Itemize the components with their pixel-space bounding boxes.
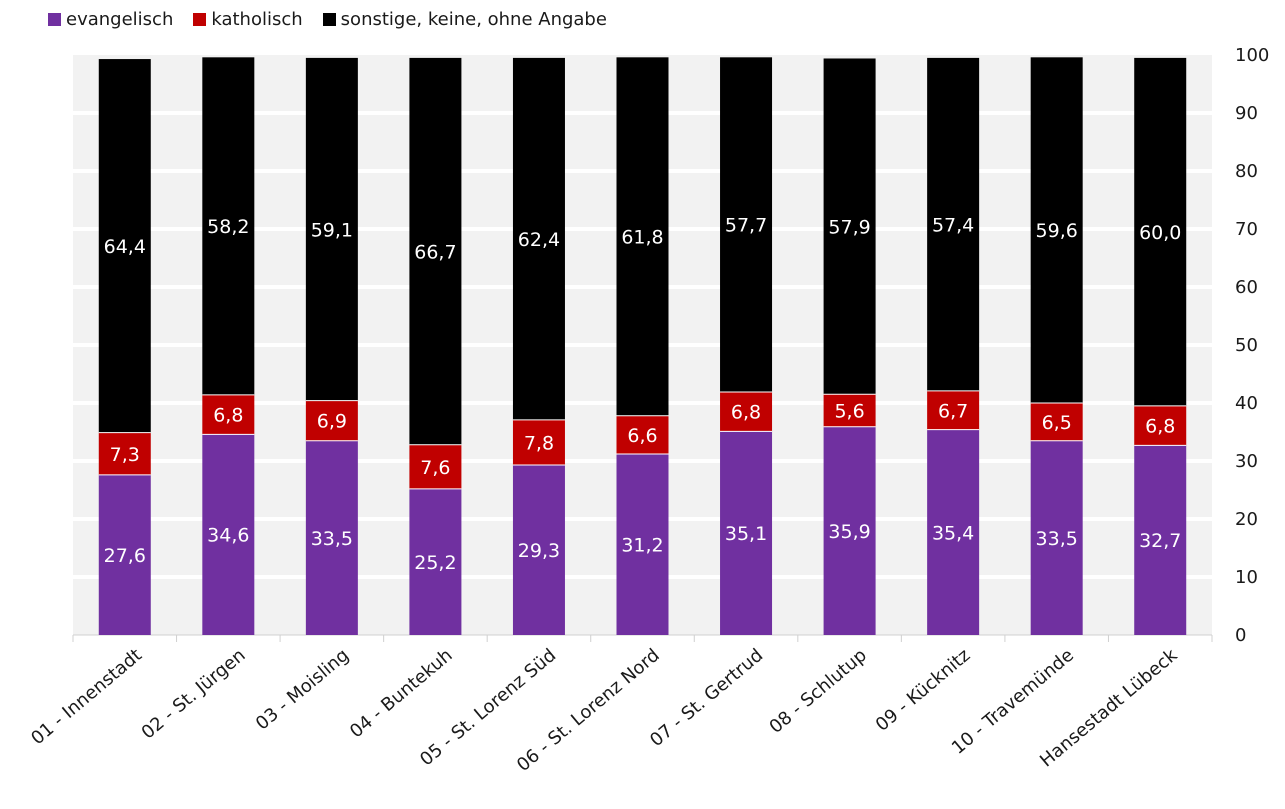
bar-segment-sonstige (98, 59, 151, 433)
bar-segment-evangelisch (720, 431, 773, 635)
x-category-label: 04 - Buntekuh (346, 645, 457, 743)
data-label: 62,4 (518, 229, 560, 251)
bar-segment-katholisch (305, 400, 358, 441)
chart-legend: evangelisch katholisch sonstige, keine, … (48, 9, 627, 30)
data-label: 35,9 (828, 521, 870, 543)
data-label: 61,8 (621, 227, 663, 249)
data-label: 31,2 (621, 535, 663, 557)
y-tick-label: 0 (1235, 625, 1246, 646)
bar-segment-katholisch (823, 394, 876, 427)
bar-segment-evangelisch (512, 465, 565, 635)
data-label: 33,5 (1036, 528, 1078, 550)
legend-label-katholisch: katholisch (211, 9, 303, 30)
y-tick-label: 50 (1235, 335, 1258, 356)
data-label: 60,0 (1139, 222, 1181, 244)
bar-segment-sonstige (512, 57, 565, 420)
y-tick-label: 30 (1235, 451, 1258, 472)
data-label: 29,3 (518, 540, 560, 562)
bar-segment-evangelisch (1134, 445, 1187, 635)
y-tick-label: 60 (1235, 277, 1258, 298)
bar-segment-evangelisch (927, 429, 980, 635)
bar-segment-katholisch (927, 390, 980, 430)
bar-segment-sonstige (409, 57, 462, 445)
data-label: 32,7 (1139, 530, 1181, 552)
data-label: 7,8 (524, 432, 554, 454)
data-label: 6,9 (317, 411, 347, 433)
data-label: 6,8 (731, 402, 761, 424)
legend-item-sonstige: sonstige, keine, ohne Angabe (322, 9, 607, 30)
data-label: 6,7 (938, 400, 968, 422)
data-label: 35,1 (725, 523, 767, 545)
bar-segment-katholisch (98, 432, 151, 475)
bar-segment-sonstige (720, 57, 773, 392)
bar-segment-evangelisch (202, 434, 255, 635)
bar-segment-evangelisch (98, 474, 151, 635)
x-category-label: 09 - Kücknitz (872, 645, 975, 736)
data-label: 25,2 (414, 552, 456, 574)
data-label: 5,6 (834, 401, 864, 423)
bar-segment-evangelisch (305, 440, 358, 635)
bar-segment-katholisch (616, 415, 669, 455)
data-label: 27,6 (104, 545, 146, 567)
data-label: 57,4 (932, 214, 974, 236)
data-label: 6,6 (627, 425, 657, 447)
bar-segment-katholisch (202, 394, 255, 435)
data-label: 66,7 (414, 241, 456, 263)
data-label: 58,2 (207, 216, 249, 238)
data-label: 34,6 (207, 525, 249, 547)
bar-segment-katholisch (409, 444, 462, 489)
bar-segment-sonstige (823, 58, 876, 395)
y-tick-label: 80 (1235, 161, 1258, 182)
data-label: 6,8 (213, 405, 243, 427)
x-category-label: 08 - Schlutup (765, 645, 870, 738)
legend-swatch-evangelisch (48, 13, 61, 26)
x-category-label: 03 - Moisling (252, 645, 353, 735)
legend-swatch-sonstige (322, 13, 336, 26)
data-label: 35,4 (932, 522, 974, 544)
bar-segment-sonstige (616, 57, 669, 416)
bar-segment-evangelisch (409, 488, 462, 635)
y-tick-label: 100 (1235, 45, 1269, 66)
legend-item-evangelisch: evangelisch (48, 9, 173, 30)
bar-segment-evangelisch (1030, 440, 1083, 635)
y-tick-label: 70 (1235, 219, 1258, 240)
data-label: 7,6 (420, 457, 450, 479)
data-label: 59,6 (1036, 220, 1078, 242)
bar-segment-sonstige (305, 57, 358, 401)
y-tick-label: 10 (1235, 567, 1258, 588)
data-label: 59,1 (311, 219, 353, 241)
data-label: 6,8 (1145, 416, 1175, 438)
y-tick-label: 20 (1235, 509, 1258, 530)
legend-label-evangelisch: evangelisch (66, 9, 174, 30)
data-label: 33,5 (311, 528, 353, 550)
legend-item-katholisch: katholisch (193, 9, 303, 30)
legend-swatch-katholisch (193, 13, 207, 26)
bar-segment-sonstige (1030, 57, 1083, 403)
bar-segment-katholisch (512, 419, 565, 466)
bar-segment-sonstige (1134, 57, 1187, 406)
bar-segment-sonstige (202, 57, 255, 395)
data-label: 57,7 (725, 215, 767, 237)
y-tick-label: 90 (1235, 103, 1258, 124)
bar-segment-sonstige (927, 57, 980, 391)
data-label: 57,9 (828, 216, 870, 238)
bar-segment-katholisch (720, 391, 773, 432)
bar-segment-evangelisch (823, 426, 876, 635)
data-label: 6,5 (1042, 412, 1072, 434)
y-tick-label: 40 (1235, 393, 1258, 414)
data-label: 7,3 (110, 444, 140, 466)
legend-label-sonstige: sonstige, keine, ohne Angabe (340, 9, 607, 30)
x-category-label: 07 - St. Gertrud (646, 645, 767, 751)
bar-segment-katholisch (1030, 403, 1083, 441)
data-label: 64,4 (104, 236, 146, 258)
bar-segment-evangelisch (616, 454, 669, 635)
x-category-label: 02 - St. Jürgen (138, 645, 250, 744)
x-category-label: 01 - Innenstadt (27, 645, 146, 749)
bar-segment-katholisch (1134, 405, 1187, 446)
